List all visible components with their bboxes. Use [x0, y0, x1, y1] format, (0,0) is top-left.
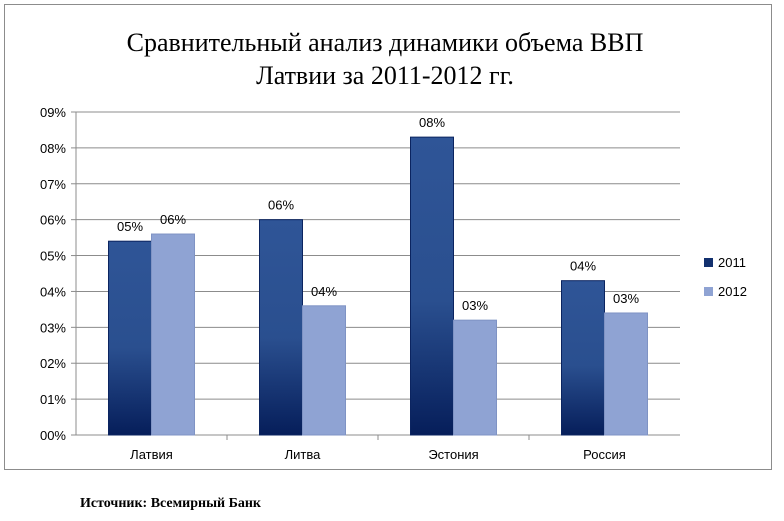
x-category-label: Латвия — [130, 447, 173, 462]
data-label-2011-1: 06% — [268, 198, 294, 213]
data-label-2012-3: 03% — [613, 291, 639, 306]
y-tick-label: 00% — [40, 428, 66, 443]
data-label-2012-1: 04% — [311, 284, 337, 299]
bar-2011-0 — [108, 240, 152, 436]
bar-2011-3 — [561, 280, 605, 436]
y-tick-label: 05% — [40, 249, 66, 264]
y-tick-label: 08% — [40, 141, 66, 156]
data-label-2011-3: 04% — [570, 259, 596, 274]
y-tick-label: 06% — [40, 213, 66, 228]
legend-label-2011: 2011 — [718, 255, 746, 270]
data-label-2011-2: 08% — [419, 115, 445, 130]
bar-2012-0 — [151, 233, 195, 436]
data-label-2011-0: 05% — [117, 219, 143, 234]
bar-2011-2 — [410, 136, 454, 436]
legend: 2011 2012 — [704, 255, 747, 299]
y-tick-label: 03% — [40, 320, 66, 335]
y-tick-label: 02% — [40, 356, 66, 371]
y-tick-label: 04% — [40, 284, 66, 299]
chart-title-line-2: Латвии за 2011-2012 гг. — [256, 61, 514, 90]
source-note: Источник: Всемирный Банк — [80, 496, 261, 511]
chart-title: Сравнительный анализ динамики объема ВВП… — [60, 26, 710, 92]
data-labels: 05% 06% 06% 04% 08% 03% 04% 03% — [117, 115, 639, 313]
x-category-label: Россия — [583, 447, 626, 462]
bars — [108, 136, 648, 436]
x-category-label: Литва — [285, 447, 322, 462]
bar-2012-2 — [453, 319, 497, 436]
bar-2011-1 — [259, 219, 303, 436]
y-tick-label: 09% — [40, 105, 66, 120]
y-tick-label: 07% — [40, 177, 66, 192]
data-label-2012-0: 06% — [160, 212, 186, 227]
legend-swatch-2012 — [704, 287, 713, 296]
axes: 00% 01% 02% 03% 04% 05% 06% 07% 08% 09% Латвия Литв… — [40, 105, 680, 462]
bar-2012-1 — [302, 305, 346, 436]
data-label-2012-2: 03% — [462, 298, 488, 313]
bar-2012-3 — [604, 312, 648, 436]
x-category-label: Эстония — [428, 447, 478, 462]
legend-label-2012: 2012 — [718, 284, 747, 299]
legend-swatch-2011 — [704, 258, 713, 267]
chart-title-line-1: Сравнительный анализ динамики объема ВВП — [126, 28, 644, 57]
y-tick-label: 01% — [40, 392, 66, 407]
